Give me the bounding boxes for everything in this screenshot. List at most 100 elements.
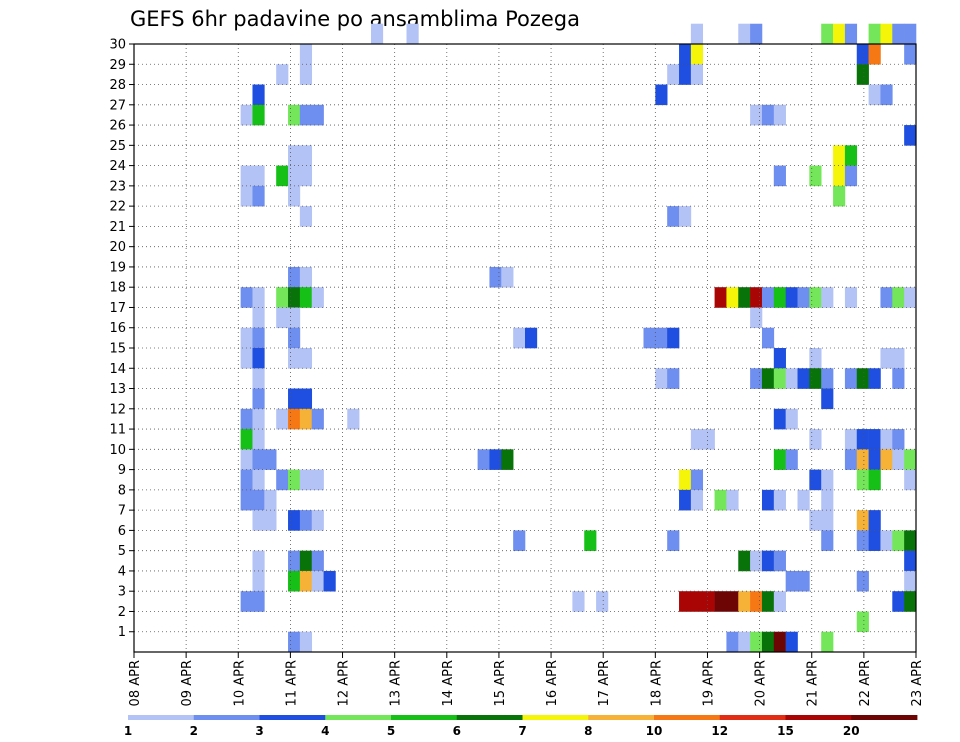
precip-cell-member-14-step-13 [288, 348, 301, 369]
precip-cell-member-26-step-13 [288, 104, 301, 126]
precip-cell-member-5-step-38 [584, 530, 597, 551]
precip-cell-member-30-step-62 [868, 23, 881, 45]
precip-cell-member-9-step-55 [785, 449, 798, 470]
precip-cell-member-24-step-59 [833, 145, 846, 166]
precip-cell-member-0-step-55 [785, 631, 798, 653]
precip-cell-member-30-step-51 [738, 23, 751, 45]
precip-cell-member-0-step-50 [726, 631, 739, 653]
precip-cell-member-17-step-55 [785, 287, 798, 308]
y-tick-label: 11 [109, 423, 126, 438]
precip-cell-member-27-step-44 [655, 84, 668, 106]
precip-cell-member-22-step-13 [288, 185, 301, 207]
precip-cell-member-18-step-14 [299, 266, 313, 288]
precip-cell-member-13-step-57 [809, 368, 822, 389]
precip-cell-member-13-step-10 [252, 368, 265, 389]
precip-cell-member-9-step-61 [856, 449, 869, 470]
x-tick-label: 10 APR [232, 660, 247, 706]
precip-cell-member-17-step-60 [844, 287, 858, 308]
precip-cell-member-29-step-46 [679, 44, 692, 65]
precip-cell-member-7-step-10 [252, 489, 265, 511]
precip-cell-member-3-step-55 [785, 570, 798, 592]
precip-cell-member-11-step-13 [288, 408, 301, 430]
precip-cell-member-15-step-53 [761, 327, 775, 349]
precip-cell-member-3-step-56 [797, 570, 810, 592]
precip-cell-member-2-step-10 [252, 591, 265, 612]
y-tick-label: 29 [109, 58, 126, 73]
y-tick-label: 23 [109, 179, 126, 194]
precip-cell-member-6-step-11 [264, 510, 277, 531]
precip-cell-member-29-step-14 [299, 44, 313, 65]
y-tick-label: 6 [118, 524, 126, 539]
precip-cell-member-0-step-13 [288, 631, 301, 653]
precip-cell-member-28-step-61 [856, 64, 869, 85]
precip-cell-member-4-step-54 [773, 550, 786, 572]
legend-swatch [654, 715, 721, 720]
precip-cell-member-26-step-53 [761, 104, 775, 126]
precip-cell-member-8-step-65 [904, 469, 917, 491]
precip-cell-member-9-step-29 [477, 449, 490, 470]
legend-label: 15 [777, 724, 794, 738]
precip-cell-member-7-step-54 [773, 489, 786, 511]
x-tick-label: 22 APR [858, 660, 873, 706]
legend-label: 5 [387, 724, 395, 738]
legend-swatch [193, 715, 260, 720]
precip-cell-member-8-step-12 [276, 469, 289, 491]
precip-cell-member-22-step-59 [833, 185, 846, 207]
precip-cell-member-0-step-14 [299, 631, 313, 653]
precip-cell-member-12-step-58 [821, 388, 834, 410]
precip-cell-member-30-step-23 [406, 23, 419, 45]
precip-cell-member-23-step-14 [299, 165, 313, 187]
precip-cell-member-23-step-13 [288, 165, 301, 187]
y-tick-label: 8 [118, 483, 126, 498]
precip-cell-member-28-step-14 [299, 64, 313, 85]
precip-cell-member-8-step-62 [868, 469, 881, 491]
precip-cell-member-11-step-9 [240, 408, 253, 430]
precip-cell-member-4-step-52 [750, 550, 763, 572]
precip-cell-member-29-step-65 [904, 44, 917, 65]
precip-cell-member-6-step-58 [821, 510, 834, 531]
precip-cell-member-3-step-13 [288, 570, 301, 592]
y-tick-label: 24 [109, 159, 126, 174]
precip-cell-member-8-step-47 [690, 469, 704, 491]
precip-cell-member-9-step-63 [880, 449, 893, 470]
precip-cell-member-2-step-65 [904, 591, 917, 612]
chart-title: GEFS 6hr padavine po ansamblima Pozega [130, 7, 580, 31]
legend-label: 6 [453, 724, 461, 738]
precip-cell-member-9-step-64 [892, 449, 905, 470]
precip-cell-member-6-step-13 [288, 510, 301, 531]
precip-cell-member-9-step-11 [264, 449, 277, 470]
precip-cell-member-14-step-14 [299, 348, 313, 369]
precip-cell-member-7-step-56 [797, 489, 810, 511]
precip-cell-member-23-step-60 [844, 165, 858, 187]
precip-cell-member-6-step-62 [868, 510, 881, 531]
precip-cell-member-12-step-10 [252, 388, 265, 410]
y-tick-label: 10 [109, 443, 126, 458]
precip-cell-member-2-step-46 [679, 591, 692, 612]
legend-label: 2 [190, 724, 198, 738]
precip-cell-member-2-step-54 [773, 591, 786, 612]
precip-cell-member-5-step-65 [904, 530, 917, 551]
precip-cell-member-23-step-10 [252, 165, 265, 187]
legend-label: 10 [646, 724, 663, 738]
y-tick-label: 14 [109, 362, 126, 377]
x-tick-label: 12 APR [337, 660, 352, 706]
precip-cell-member-14-step-54 [773, 348, 786, 369]
precip-cell-member-8-step-15 [311, 469, 324, 491]
precip-cell-member-17-step-51 [738, 287, 751, 308]
precip-cell-member-26-step-10 [252, 104, 265, 126]
precip-cell-member-17-step-10 [252, 287, 265, 308]
y-tick-label: 2 [118, 605, 126, 620]
precip-cell-member-17-step-9 [240, 287, 253, 308]
precip-cell-member-13-step-52 [750, 368, 763, 389]
precipitation-cells [240, 23, 917, 653]
precip-cell-member-2-step-51 [738, 591, 751, 612]
precip-cell-member-13-step-62 [868, 368, 881, 389]
legend-swatch [128, 715, 195, 720]
x-tick-label: 18 APR [649, 660, 664, 706]
precip-cell-member-15-step-43 [643, 327, 656, 349]
precip-cell-member-10-step-61 [856, 429, 869, 450]
y-tick-label: 26 [109, 119, 126, 134]
precip-cell-member-23-step-59 [833, 165, 846, 187]
precip-cell-member-9-step-10 [252, 449, 265, 470]
